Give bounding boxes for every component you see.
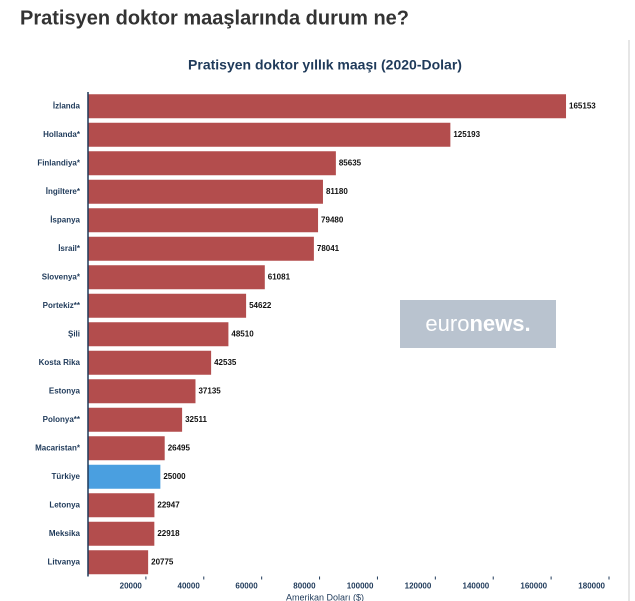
y-tick-label: Kosta Rika — [39, 358, 81, 367]
bar — [88, 179, 323, 204]
y-tick-label: İspanya — [50, 215, 80, 224]
bar — [88, 151, 336, 176]
bar — [88, 521, 155, 546]
y-tick-label: Meksika — [49, 529, 81, 538]
value-label: 26495 — [168, 443, 191, 452]
x-tick-label: 120000 — [405, 582, 432, 591]
value-label: 22918 — [157, 529, 180, 538]
x-tick-label: 100000 — [347, 582, 374, 591]
y-tick-label: Macaristan* — [35, 443, 81, 452]
y-tick-label: Letonya — [49, 500, 80, 509]
bar — [88, 550, 149, 575]
value-label: 42535 — [214, 358, 237, 367]
bar — [88, 265, 265, 290]
value-label: 54622 — [249, 301, 272, 310]
y-tick-label: Polonya** — [43, 415, 81, 424]
y-tick-label: Türkiye — [52, 472, 81, 481]
y-tick-label: Litvanya — [48, 557, 81, 566]
x-tick-label: 180000 — [578, 582, 605, 591]
bar — [88, 436, 165, 461]
value-label: 85635 — [339, 158, 362, 167]
y-tick-label: Şili — [68, 329, 80, 338]
watermark-box — [400, 300, 556, 348]
bar — [88, 464, 161, 489]
value-label: 22947 — [157, 500, 180, 509]
bar — [88, 293, 247, 318]
watermark: euronews. — [425, 311, 530, 336]
bar — [88, 94, 567, 119]
y-tick-label: Estonya — [49, 386, 81, 395]
x-tick-label: 20000 — [120, 582, 143, 591]
value-label: 25000 — [163, 472, 186, 481]
value-label: 61081 — [268, 272, 291, 281]
bar — [88, 493, 155, 518]
y-tick-label: İsrail* — [58, 244, 81, 253]
value-label: 81180 — [326, 187, 348, 196]
x-tick-label: 160000 — [520, 582, 547, 591]
y-tick-label: İngiltere* — [46, 187, 81, 196]
value-label: 37135 — [198, 386, 221, 395]
x-tick-label: 80000 — [293, 582, 316, 591]
y-tick-label: Hollanda* — [43, 130, 81, 139]
heading: Pratisyen doktor maaşlarında durum ne? — [20, 7, 409, 29]
bar — [88, 407, 183, 432]
x-tick-label: 60000 — [235, 582, 258, 591]
bar — [88, 122, 451, 147]
chart-title: Pratisyen doktor yıllık maaşı (2020-Dola… — [188, 57, 462, 73]
value-label: 165153 — [569, 101, 596, 110]
bar — [88, 379, 196, 404]
y-tick-label: Slovenya* — [42, 272, 81, 281]
bar — [88, 208, 319, 233]
bar — [88, 322, 229, 347]
value-label: 20775 — [151, 557, 174, 566]
x-axis-label: Amerikan Doları ($) — [286, 592, 364, 601]
value-label: 125193 — [453, 130, 480, 139]
y-tick-label: İzlanda — [53, 101, 81, 110]
value-label: 48510 — [231, 329, 254, 338]
y-tick-label: Finlandiya* — [37, 158, 81, 167]
x-tick-label: 40000 — [178, 582, 201, 591]
x-tick-label: 140000 — [463, 582, 490, 591]
y-tick-label: Portekiz** — [43, 301, 81, 310]
value-label: 32511 — [185, 415, 207, 424]
bar — [88, 236, 314, 261]
value-label: 79480 — [321, 215, 344, 224]
bar — [88, 350, 212, 375]
value-label: 78041 — [317, 244, 340, 253]
